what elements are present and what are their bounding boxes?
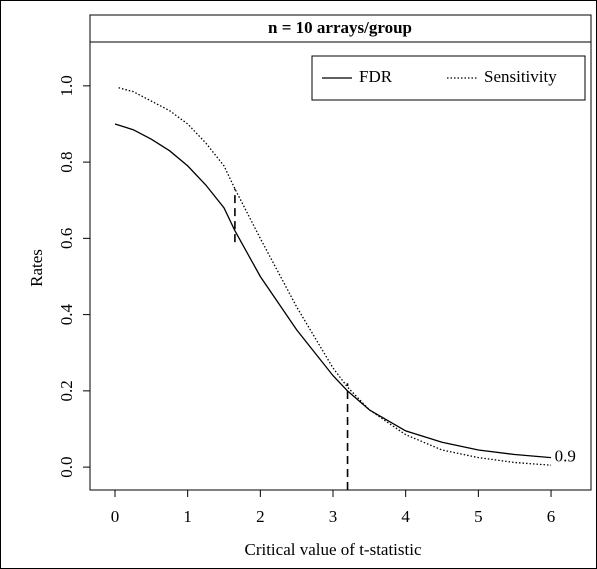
x-tick-label: 4 — [401, 507, 410, 526]
y-tick-label: 1.0 — [57, 75, 76, 96]
series-line — [114, 123, 552, 459]
x-tick-label: 2 — [256, 507, 265, 526]
plot-frame — [89, 14, 592, 491]
x-tick-label: 0 — [111, 507, 120, 526]
y-tick-label: 0.6 — [57, 228, 76, 249]
x-tick-label: 1 — [183, 507, 192, 526]
x-tick-label: 5 — [474, 507, 483, 526]
x-tick-label: 6 — [547, 507, 556, 526]
legend-label: Sensitivity — [484, 67, 557, 86]
annotation: 0.9 — [555, 446, 576, 465]
y-tick-label: 0.0 — [57, 456, 76, 477]
y-tick-label: 0.2 — [57, 380, 76, 401]
chart-title: n = 10 arrays/group — [268, 18, 412, 37]
legend-label: FDR — [359, 67, 393, 86]
y-tick-label: 0.4 — [57, 303, 76, 325]
y-axis-title: Rates — [27, 249, 46, 287]
x-tick-label: 3 — [329, 507, 338, 526]
y-tick-label: 0.8 — [57, 151, 76, 172]
x-axis-title: Critical value of t-statistic — [244, 540, 421, 559]
series-line — [118, 87, 552, 466]
